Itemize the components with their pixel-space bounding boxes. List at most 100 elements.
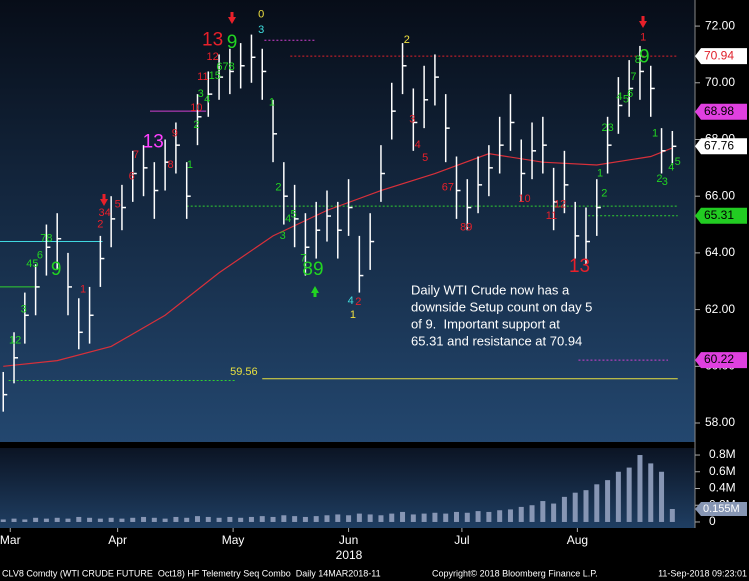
price-tag xyxy=(695,48,747,65)
x-tick-label: Apr xyxy=(108,533,127,547)
y-tick-label: 0.6M xyxy=(709,464,736,478)
volume-bar xyxy=(335,514,341,522)
annotation: 3 xyxy=(21,304,27,316)
volume-bar xyxy=(43,518,49,522)
annotation: 6 xyxy=(37,250,43,262)
volume-bar xyxy=(108,517,114,522)
volume-bar xyxy=(97,518,103,522)
price-tag-label: 68.98 xyxy=(704,104,734,118)
annotation: 3 xyxy=(280,230,286,242)
annotation: 5 xyxy=(115,199,121,211)
note-line: 65.31 and resistance at 70.94 xyxy=(411,333,582,348)
year-label: 2018 xyxy=(336,548,363,562)
annotation: 4 xyxy=(616,91,622,103)
annotation: 2 xyxy=(656,173,662,185)
annotation: 678 xyxy=(216,61,234,73)
annotation: 34 xyxy=(99,207,111,219)
annotation: 4 xyxy=(204,94,210,106)
volume-bar xyxy=(33,517,39,522)
volume-bar xyxy=(626,467,632,522)
volume-bar xyxy=(410,514,416,522)
annotation: 1 xyxy=(350,309,356,321)
annotation: 4 xyxy=(285,213,291,225)
volume-bar xyxy=(281,515,287,522)
moving-average xyxy=(3,147,673,367)
volume-bar xyxy=(259,516,265,522)
annotation: 2 xyxy=(275,182,281,194)
y-tick-label: 58.00 xyxy=(705,415,735,429)
volume-tag xyxy=(695,502,747,517)
y-tick-label: 70.00 xyxy=(705,75,735,89)
volume-bar xyxy=(648,463,654,522)
annotation: 9 xyxy=(172,128,178,140)
volume-bar xyxy=(518,506,524,522)
annotation: 45 xyxy=(26,258,38,270)
annotation: 1 xyxy=(597,167,603,179)
annotation: 5 xyxy=(623,94,629,106)
volume-bar xyxy=(356,513,362,522)
volume-bar xyxy=(270,516,276,522)
x-tick-label: Aug xyxy=(567,533,588,547)
annotation: 13 xyxy=(569,256,590,277)
volume-bar xyxy=(615,471,621,522)
annotation: 9 xyxy=(639,46,650,67)
annotation: 8 xyxy=(167,159,173,171)
price-tag-label: 70.94 xyxy=(704,48,734,62)
arrow-down xyxy=(100,199,108,206)
volume-bar xyxy=(130,517,136,522)
volume-bar xyxy=(453,511,459,522)
annotation: 12 xyxy=(206,51,218,63)
note-line: downside Setup count on day 5 xyxy=(411,299,592,314)
price-tag-label: 60.22 xyxy=(704,352,734,366)
volume-bar xyxy=(184,517,190,522)
volume-bar xyxy=(22,519,28,522)
annotation: 3 xyxy=(662,176,668,188)
x-tick-label: Jun xyxy=(339,533,358,547)
arrow-stem xyxy=(230,12,234,18)
annotation: 7 xyxy=(133,149,139,161)
annotation: 5 xyxy=(675,156,681,168)
annotation: 9 xyxy=(227,32,238,53)
volume-bar xyxy=(561,496,567,522)
arrow-down xyxy=(228,17,236,24)
volume-bar xyxy=(497,510,503,522)
annotation: 13 xyxy=(143,131,164,152)
volume-bar xyxy=(594,484,600,522)
annotation: 89 xyxy=(302,259,323,280)
volume-bar xyxy=(421,513,427,522)
annotation: 7 xyxy=(630,71,636,83)
y-tick-label: 0.8M xyxy=(709,447,736,461)
y-tick-label: 66.00 xyxy=(705,188,735,202)
volume-bar xyxy=(238,517,244,522)
volume-bar xyxy=(313,516,319,522)
volume-bar xyxy=(572,492,578,522)
volume-bar xyxy=(529,505,535,522)
footer-center: Copyright© 2018 Bloomberg Finance L.P. xyxy=(432,568,598,578)
volume-bar xyxy=(0,519,6,522)
note-line: Daily WTI Crude now has a xyxy=(411,282,570,297)
volume-bar xyxy=(378,515,384,522)
annotation: 4 xyxy=(348,295,354,307)
volume-bar xyxy=(605,480,611,522)
x-tick-label: Jul xyxy=(454,533,469,547)
volume-bar xyxy=(141,516,147,522)
volume-bar xyxy=(540,501,546,522)
volume-bar xyxy=(292,516,298,522)
annotation: 5 xyxy=(422,152,428,164)
annotation: 1 xyxy=(80,284,86,296)
volume-bar xyxy=(346,515,352,522)
volume-bar xyxy=(87,517,93,522)
volume-bar xyxy=(216,517,222,522)
volume-bar xyxy=(324,515,330,522)
annotation: 2 xyxy=(404,34,410,46)
price-tag-label: 67.76 xyxy=(704,138,734,152)
annotation: 1 xyxy=(269,97,275,109)
annotation: 9 xyxy=(51,259,62,280)
volume-bar xyxy=(302,516,308,522)
arrow-stem xyxy=(313,292,317,297)
volume-bar xyxy=(659,471,665,522)
annotation: 2 xyxy=(355,296,361,308)
annotation: 11 xyxy=(546,210,557,222)
annotation: 11 xyxy=(197,71,208,83)
